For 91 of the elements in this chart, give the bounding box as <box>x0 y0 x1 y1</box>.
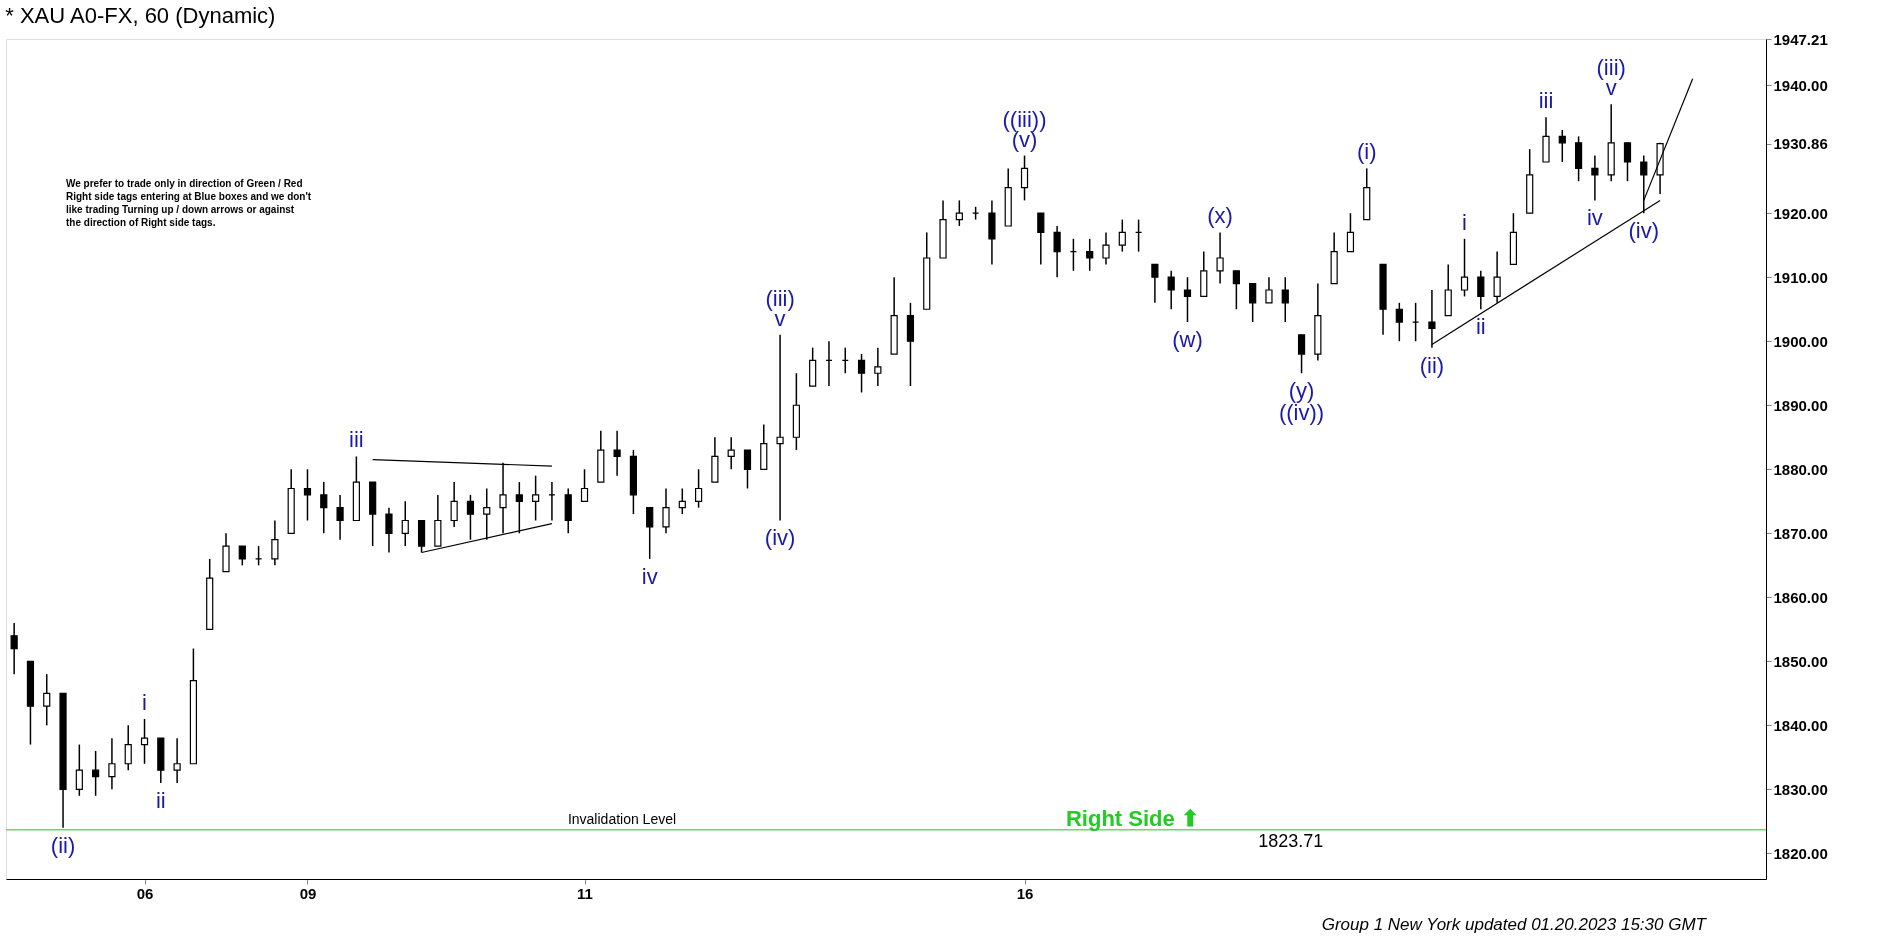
candlestick <box>1346 212 1355 253</box>
candlestick <box>336 494 344 541</box>
candlestick <box>1183 276 1192 323</box>
candlestick <box>10 622 18 675</box>
candlestick <box>776 334 784 522</box>
annotation: Right Side ⬆ <box>1065 806 1199 831</box>
annotation: i <box>142 689 147 715</box>
y-tick-label: 1930.86 <box>1773 135 1828 153</box>
y-tick-label: 1830.00 <box>1773 780 1828 798</box>
candlestick <box>1118 218 1126 253</box>
candlestick <box>743 449 752 490</box>
candlestick <box>271 519 279 567</box>
x-tick-label: 09 <box>299 884 317 902</box>
candlestick <box>532 474 540 522</box>
annotation: ii <box>1475 314 1486 340</box>
candlestick <box>1020 154 1029 202</box>
candlestick <box>124 724 132 771</box>
candlestick <box>1102 231 1110 266</box>
candlestick <box>1232 270 1240 310</box>
candlestick <box>1281 276 1289 323</box>
y-tick-label: 1880.00 <box>1773 460 1828 478</box>
y-tick-label: 1910.00 <box>1773 268 1828 286</box>
candlestick <box>1265 276 1273 304</box>
candlestick <box>450 481 458 528</box>
y-tick-label: 1940.00 <box>1773 76 1828 94</box>
candlestick <box>1395 302 1403 342</box>
candlestick <box>75 743 83 797</box>
candlestick <box>1297 334 1306 374</box>
candlestick <box>238 545 246 567</box>
annotation: (i) <box>1356 139 1377 165</box>
y-tick-label: 1840.00 <box>1773 716 1828 734</box>
candlestick <box>1086 238 1094 272</box>
annotation: iv <box>1586 205 1603 231</box>
candlestick <box>727 436 735 471</box>
candlestick <box>1053 225 1061 278</box>
candlestick <box>43 673 51 727</box>
candlestick <box>108 737 116 791</box>
candlestick <box>1167 270 1175 310</box>
annotation: (x) <box>1207 203 1233 229</box>
candlestick <box>874 346 882 387</box>
text: Group 1 New York updated 01.20.2023 15:30 GMT <box>1321 915 1708 934</box>
x-tick-label: 16 <box>1016 884 1034 902</box>
candlestick <box>1623 142 1632 182</box>
annotation: iv <box>641 563 658 589</box>
candlestick <box>613 430 621 477</box>
candlestick <box>1249 282 1257 323</box>
candlestick <box>1037 212 1045 266</box>
annotation: 1823.71 <box>1258 830 1324 851</box>
ref-line-label: Invalidation Level <box>567 810 677 827</box>
y-tick-label: 1890.00 <box>1773 396 1828 414</box>
y-tick-label: 1820.00 <box>1773 844 1828 862</box>
candlestick <box>1591 154 1599 202</box>
y-tick-label: 1900.00 <box>1773 332 1828 350</box>
annotation: ii <box>155 787 166 813</box>
candlestick <box>646 506 654 560</box>
candlestick <box>173 737 181 784</box>
candlestick <box>580 468 589 503</box>
candlestick <box>1477 270 1485 310</box>
candlestick <box>1460 238 1469 298</box>
candlestick <box>1151 263 1159 304</box>
candlestick <box>857 353 866 394</box>
y-tick-label: 1860.00 <box>1773 588 1828 606</box>
candlestick <box>385 506 393 554</box>
candlestick <box>662 487 670 535</box>
y-tick-label: 1920.00 <box>1773 204 1828 222</box>
x-tick-label: 06 <box>136 884 154 902</box>
annotation: We prefer to trade only in direction of Green / Red Right side tags entering at Blue boxes and we don't like trading Turning up / down arrows or against the direction of Right side tags. <box>66 178 312 228</box>
annotation: (ii) <box>1419 352 1445 378</box>
annotation: iii <box>349 427 364 453</box>
x-tick-label: 11 <box>577 884 593 902</box>
annotation: (w) <box>1172 327 1203 353</box>
candlestick <box>320 481 328 535</box>
candlestick <box>401 500 409 547</box>
candlestick <box>140 718 149 765</box>
candlestick <box>1558 129 1566 163</box>
y-tick-label: 1870.00 <box>1773 524 1828 542</box>
candlestick <box>678 487 686 515</box>
candlestick <box>92 750 100 797</box>
candlestick <box>1216 231 1224 285</box>
candlestick <box>955 199 963 227</box>
chart-title: * XAU A0-FX, 60 (Dynamic) <box>5 3 276 28</box>
y-tick-label: 1850.00 <box>1773 652 1828 670</box>
candlestick <box>303 468 312 522</box>
annotation: i <box>1462 209 1467 235</box>
candlestick <box>694 468 703 509</box>
y-tick-label: 1947.21 <box>1773 30 1828 48</box>
annotation: (iv) <box>1628 218 1660 244</box>
annotation: (ii) <box>50 832 76 858</box>
candlestick <box>1493 250 1501 304</box>
annotation: (iv) <box>764 525 796 551</box>
annotation: iii <box>1538 88 1554 114</box>
